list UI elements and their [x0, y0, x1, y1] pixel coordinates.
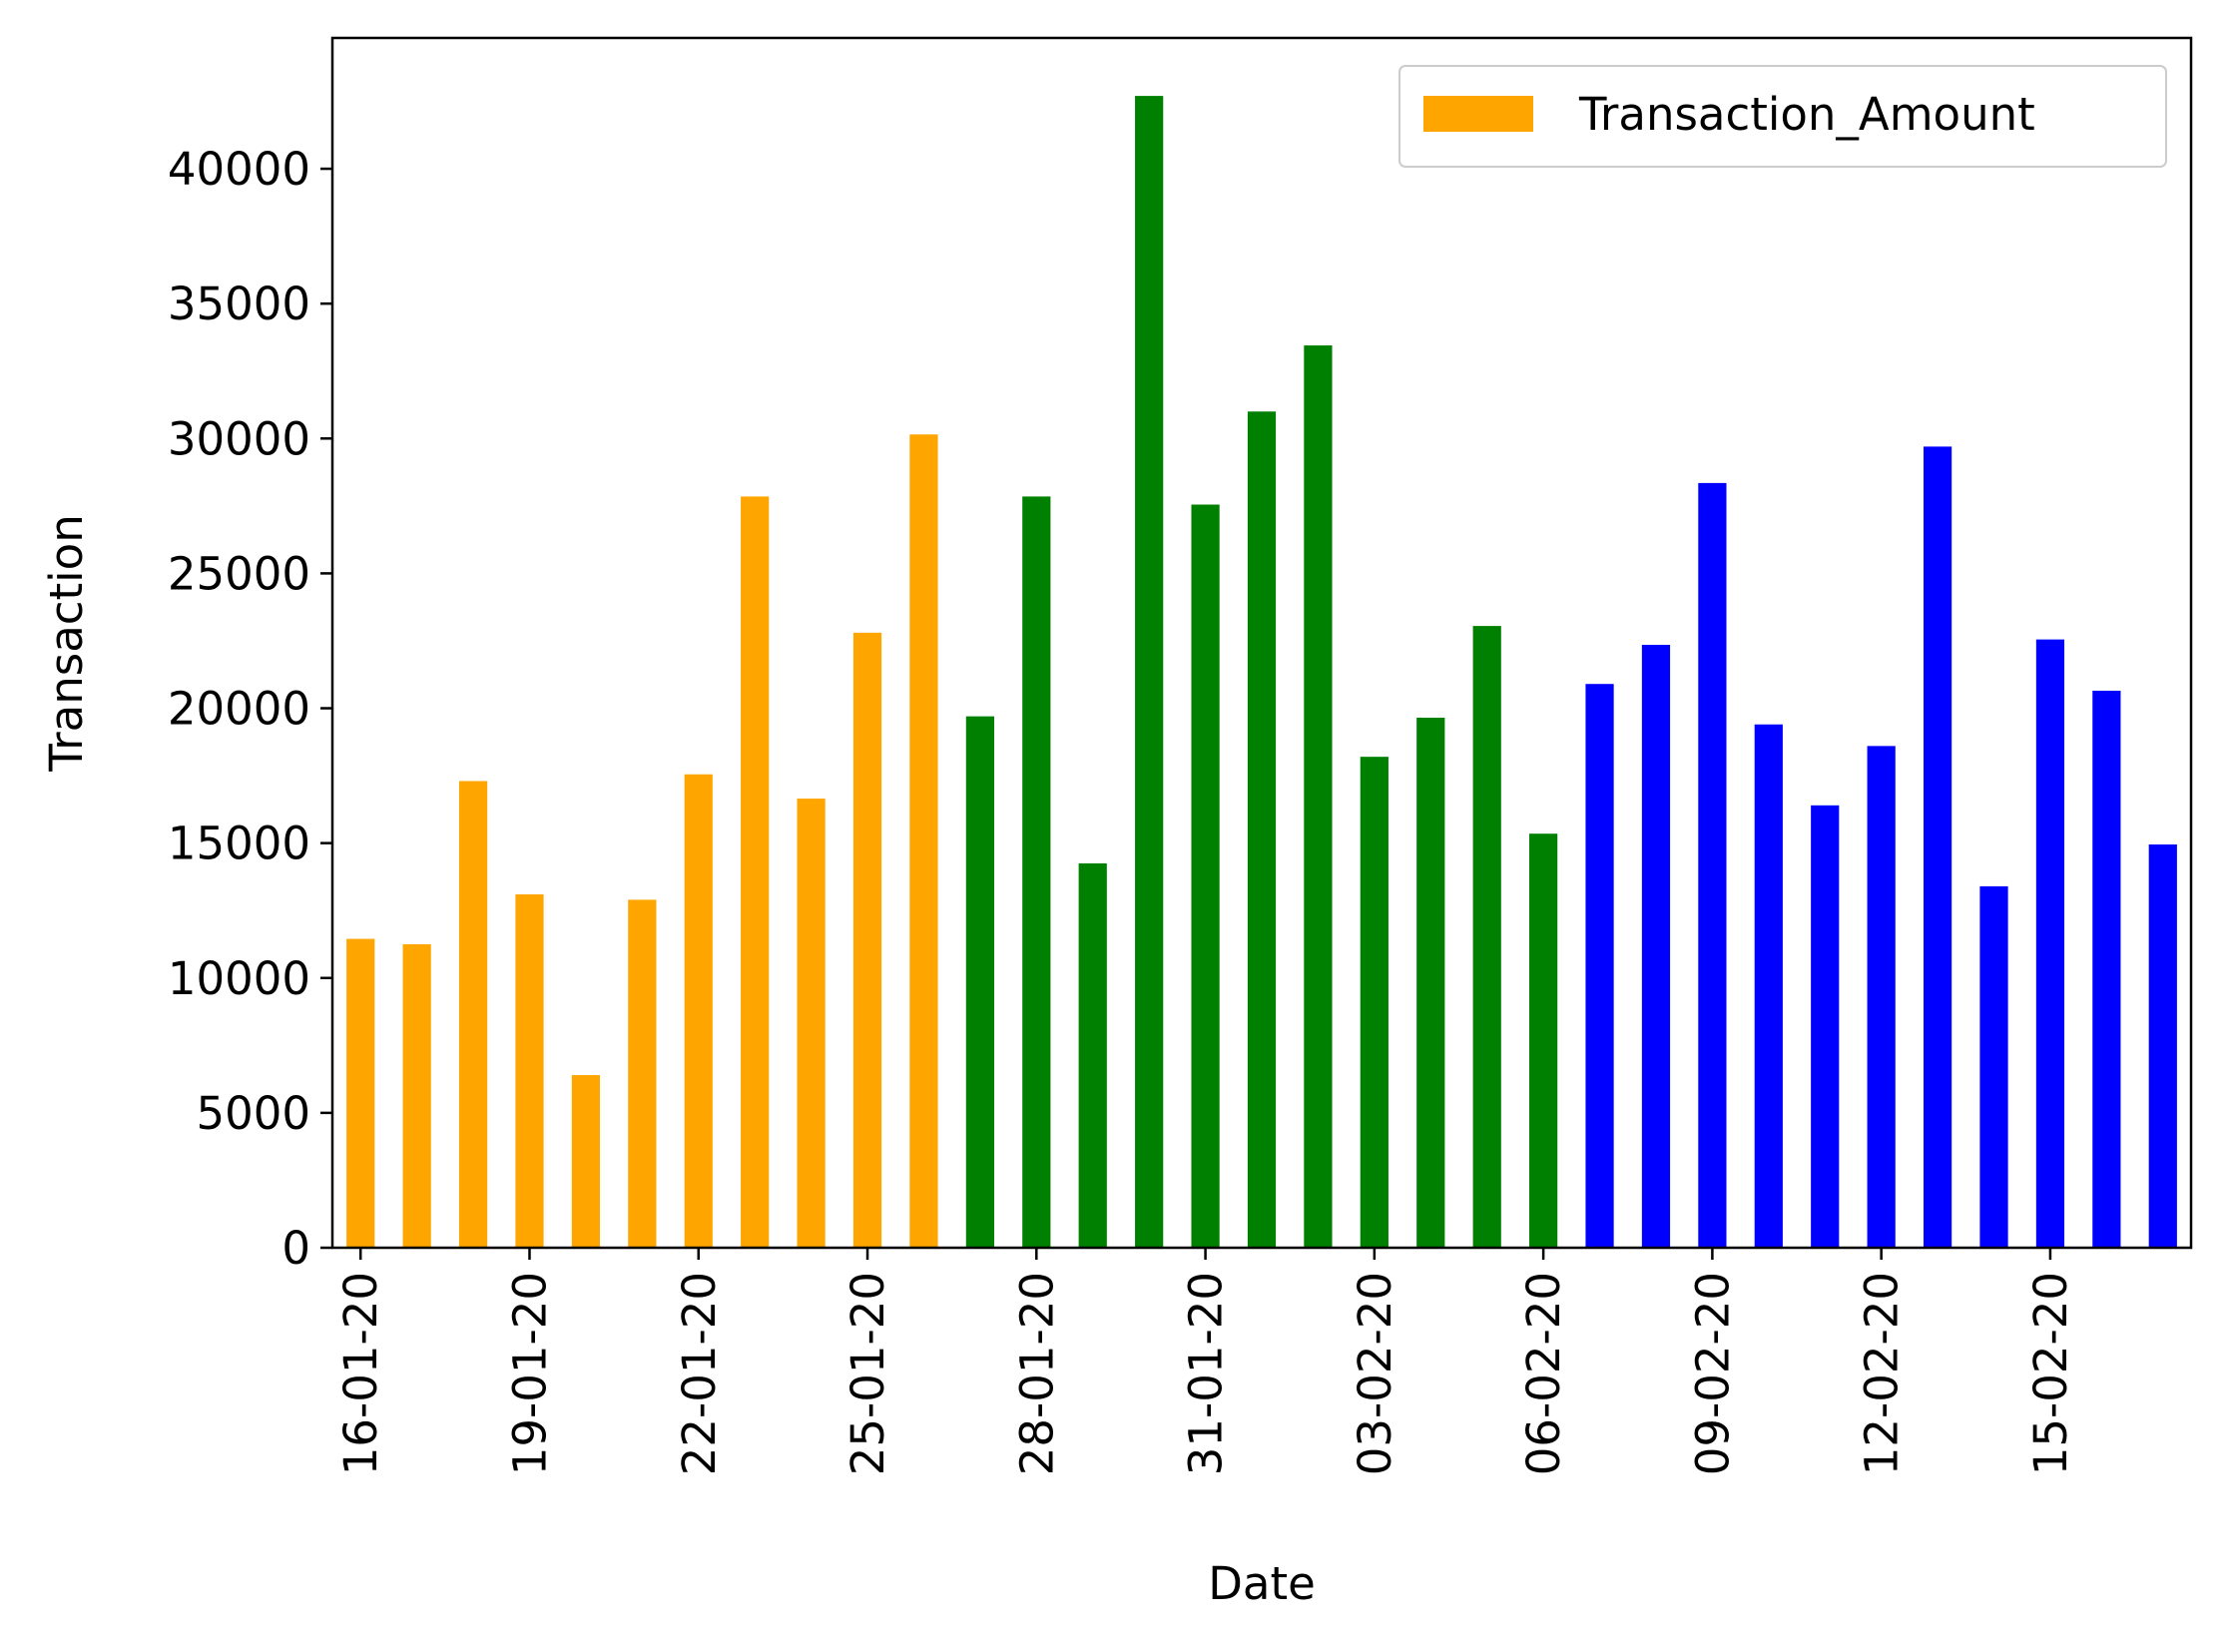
bar-08-02-20 [1641, 645, 1671, 1248]
x-tick-label: 19-01-20 [503, 1272, 556, 1475]
y-tick-label: 25000 [168, 547, 310, 600]
bar-30-01-20 [1135, 96, 1164, 1249]
x-axis-title: Date [1208, 1557, 1316, 1610]
y-axis-title: Transaction [40, 514, 93, 772]
bar-02-02-20 [1304, 345, 1333, 1248]
bar-13-02-20 [1923, 446, 1952, 1248]
bar-16-02-20 [2092, 690, 2121, 1248]
x-tick-label: 25-01-20 [841, 1272, 894, 1475]
bar-06-02-20 [1529, 833, 1558, 1248]
y-tick-label: 10000 [168, 952, 310, 1005]
bar-15-02-20 [2035, 639, 2065, 1248]
x-tick-label: 15-02-20 [2024, 1272, 2077, 1475]
x-tick-label: 12-02-20 [1856, 1272, 1909, 1475]
bars-layer [346, 96, 2177, 1249]
bar-12-02-20 [1867, 746, 1896, 1248]
bar-26-01-20 [909, 434, 938, 1248]
bar-09-02-20 [1698, 482, 1727, 1248]
bar-28-01-20 [1022, 496, 1051, 1248]
y-tick-label: 15000 [168, 818, 310, 870]
bar-07-02-20 [1585, 684, 1614, 1248]
bar-16-01-20 [346, 938, 375, 1248]
bar-17-02-20 [2148, 844, 2177, 1248]
x-axis-ticks: 16-01-20 19-01-20 22-01-20 25-01-20 28-01-20… [334, 1248, 2077, 1475]
bar-03-02-20 [1360, 757, 1389, 1248]
bar-20-01-20 [571, 1075, 601, 1248]
bar-24-01-20 [797, 799, 826, 1248]
y-axis-ticks: 0 5000 10000 15000 20000 25000 30000 35000 40000 [168, 143, 332, 1275]
bar-19-01-20 [515, 893, 544, 1248]
bar-14-02-20 [1979, 885, 2008, 1248]
x-tick-label: 16-01-20 [334, 1272, 387, 1475]
x-tick-label: 03-02-20 [1349, 1272, 1401, 1475]
legend: Transaction_Amount [1398, 65, 2167, 168]
x-tick-label: 06-02-20 [1517, 1272, 1570, 1475]
bar-31-01-20 [1191, 504, 1220, 1248]
legend-label: Transaction_Amount [1578, 88, 2035, 141]
bar-05-02-20 [1472, 626, 1501, 1248]
y-tick-label: 5000 [196, 1087, 310, 1140]
bar-17-01-20 [402, 943, 431, 1248]
y-tick-label: 40000 [168, 143, 310, 196]
bar-23-01-20 [741, 496, 770, 1248]
bar-25-01-20 [852, 632, 882, 1248]
x-tick-label: 09-02-20 [1686, 1272, 1739, 1475]
y-tick-label: 30000 [168, 412, 310, 465]
x-tick-label: 22-01-20 [673, 1272, 726, 1475]
bar-01-02-20 [1247, 411, 1277, 1248]
bar-27-01-20 [965, 716, 994, 1248]
y-tick-label: 35000 [168, 277, 310, 330]
legend-box [1398, 65, 2167, 168]
bar-10-02-20 [1754, 724, 1783, 1248]
bar-18-01-20 [458, 781, 488, 1248]
bar-04-02-20 [1416, 717, 1445, 1248]
x-tick-label: 31-01-20 [1180, 1272, 1233, 1475]
bar-11-02-20 [1811, 805, 1840, 1248]
legend-swatch [1423, 96, 1533, 132]
y-tick-label: 0 [281, 1222, 310, 1275]
y-tick-label: 20000 [168, 683, 310, 736]
bar-29-01-20 [1078, 862, 1107, 1248]
x-tick-label: 28-01-20 [1010, 1272, 1063, 1475]
bar-21-01-20 [628, 899, 657, 1248]
plot-frame [330, 36, 2193, 1250]
bar-22-01-20 [684, 774, 713, 1248]
